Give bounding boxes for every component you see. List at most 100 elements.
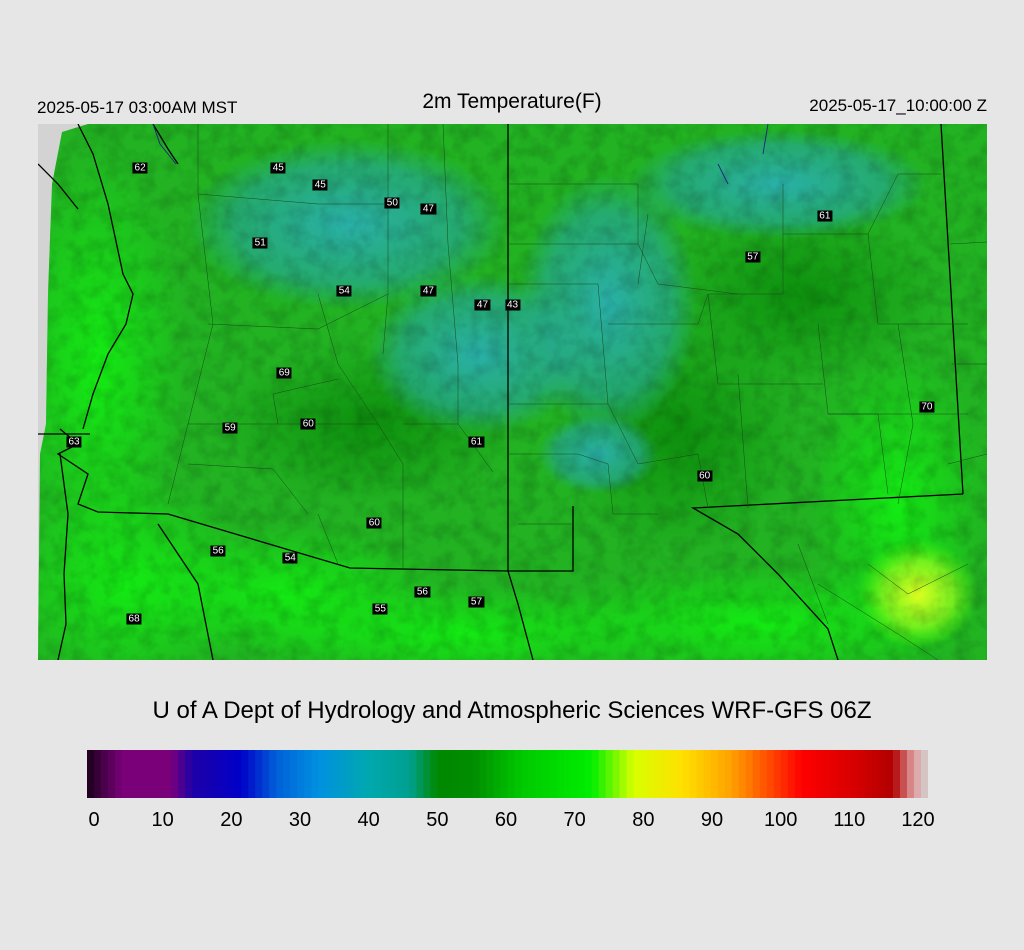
colorbar-cell [374, 750, 382, 798]
colorbar-cell [885, 750, 894, 798]
colorbar-tick-label: 80 [632, 809, 655, 831]
colorbar-cell [444, 750, 453, 798]
colorbar-tick-label: 60 [494, 809, 518, 831]
colorbar-cell [472, 750, 481, 798]
colorbar-cell [178, 750, 186, 798]
colorbar-cell [528, 750, 537, 798]
boundaries [38, 124, 987, 660]
colorbar-cell [878, 750, 887, 798]
colorbar-cell [815, 750, 824, 798]
colorbar-tick-label: 90 [700, 809, 724, 831]
station-temperature-label: 61 [468, 436, 485, 447]
colorbar-cell [514, 750, 523, 798]
colorbar-cell [850, 750, 859, 798]
colorbar-cell [430, 750, 439, 798]
colorbar-cell [745, 750, 754, 798]
temperature-colorbar [87, 750, 928, 798]
station-temperature-label: 57 [468, 596, 485, 608]
station-temperature-label: 56 [414, 586, 430, 598]
colorbar-cell [199, 750, 207, 798]
colorbar-cell [171, 750, 179, 798]
colorbar-cell [381, 750, 389, 798]
colorbar-cell [129, 750, 137, 798]
colorbar-cell [416, 750, 424, 798]
colorbar-cell [668, 750, 677, 798]
colorbar-cell [612, 750, 621, 798]
colorbar-cell [479, 750, 488, 798]
colorbar-cell [262, 750, 270, 798]
colorbar-cell [535, 750, 544, 798]
station-temperature-label: 45 [312, 179, 328, 191]
colorbar-cell [556, 750, 565, 798]
colorbar-cell [521, 750, 530, 798]
colorbar-cell [871, 750, 880, 798]
colorbar-cell [500, 750, 509, 798]
colorbar-tick-label: 30 [288, 809, 312, 831]
colorbar-cell [402, 750, 410, 798]
colorbar-cell [332, 750, 340, 798]
colorbar-cell [108, 750, 116, 798]
colorbar-cell [339, 750, 347, 798]
colorbar-cell [738, 750, 747, 798]
colorbar-cell [640, 750, 649, 798]
colorbar-cell [493, 750, 502, 798]
colorbar-cell [864, 750, 873, 798]
credit-line: U of A Dept of Hydrology and Atmospheric… [152, 697, 872, 724]
colorbar-cell [906, 750, 915, 798]
colorbar-cell [360, 750, 368, 798]
colorbar-cell [857, 750, 866, 798]
colorbar-cell [423, 750, 432, 798]
colorbar-cell [717, 750, 726, 798]
colorbar-cell [276, 750, 284, 798]
colorbar-cell [192, 750, 200, 798]
station-temperature-label: 60 [300, 418, 316, 430]
colorbar-cell [87, 750, 95, 798]
station-temperature-label: 69 [276, 367, 292, 379]
colorbar-cell [605, 750, 614, 798]
station-temperature-label: 50 [384, 197, 400, 209]
colorbar-cell [773, 750, 782, 798]
colorbar-cell [227, 750, 235, 798]
colorbar-cell [542, 750, 551, 798]
colorbar-tick-label: 120 [901, 809, 935, 831]
colorbar-cell [787, 750, 796, 798]
rivers [152, 124, 769, 185]
station-temperature-label: 47 [474, 299, 491, 311]
station-temperature-label: 56 [210, 545, 226, 557]
colorbar-cell [759, 750, 768, 798]
colorbar-cell [598, 750, 607, 798]
colorbar-cell [486, 750, 495, 798]
colorbar-tick-label: 110 [833, 809, 866, 831]
station-temperature-label: 62 [132, 162, 148, 174]
colorbar-cell [150, 750, 158, 798]
colorbar-cell [353, 750, 361, 798]
colorbar-cell [647, 750, 656, 798]
station-temperature-label: 45 [270, 162, 286, 174]
colorbar-tick-label: 0 [88, 809, 100, 831]
colorbar-cell [654, 750, 663, 798]
colorbar-cell [822, 750, 831, 798]
colorbar-cell [465, 750, 474, 798]
colorbar-cell [836, 750, 845, 798]
colorbar-cell [185, 750, 193, 798]
station-temperature-label: 55 [372, 603, 388, 615]
station-temperature-label: 63 [66, 436, 82, 447]
colorbar-cell [409, 750, 417, 798]
colorbar-cell [696, 750, 705, 798]
colorbar-cell [766, 750, 775, 798]
colorbar-cell [843, 750, 852, 798]
colorbar-cell [206, 750, 214, 798]
station-temperature-label: 54 [282, 552, 298, 564]
colorbar-cell [892, 750, 901, 798]
colorbar-cell [318, 750, 326, 798]
colorbar-cell [248, 750, 256, 798]
colorbar-tick-label: 10 [151, 809, 174, 831]
station-temperature-label: 60 [366, 517, 382, 529]
colorbar-tick-label: 70 [563, 809, 586, 831]
colorbar-cell [122, 750, 130, 798]
colorbar-tick-label: 20 [220, 809, 243, 831]
utc-time-label: 2025-05-17_10:00:00 Z [809, 96, 987, 115]
colorbar-cell [164, 750, 172, 798]
colorbar-cell [290, 750, 298, 798]
colorbar-cell [920, 750, 928, 798]
